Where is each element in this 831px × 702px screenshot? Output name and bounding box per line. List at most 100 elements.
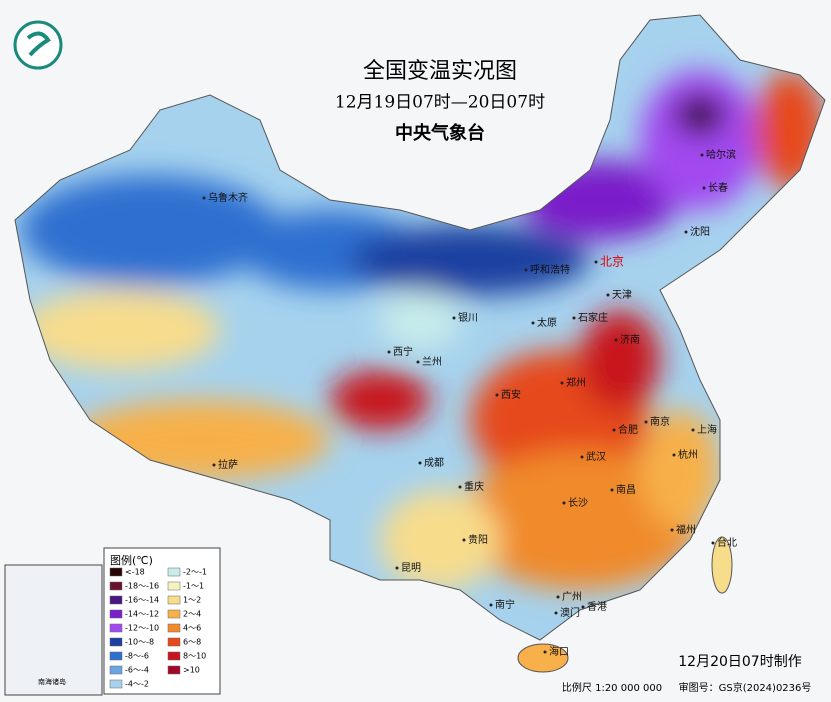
city-dot <box>594 260 598 264</box>
city-label: 银川 <box>458 311 478 324</box>
legend-label: 1～2 <box>183 596 201 605</box>
city-dot <box>395 566 399 570</box>
city-label: 澳门 <box>560 606 580 619</box>
legend-label: -12～-10 <box>125 624 159 633</box>
made-time: 12月20日07时制作 <box>678 654 801 670</box>
legend-swatch <box>167 595 181 605</box>
legend-label: -10～-8 <box>125 638 154 647</box>
legend-label: -6～-4 <box>125 666 149 675</box>
legend-label: 6～8 <box>183 638 201 647</box>
city-label: 福州 <box>676 523 696 536</box>
city-label: 南宁 <box>495 598 515 611</box>
city-dot <box>452 316 456 320</box>
city-dot <box>610 488 614 492</box>
city-dot <box>581 605 585 609</box>
legend-swatch <box>109 679 123 689</box>
legend-swatch <box>109 637 123 647</box>
legend-label: 2～4 <box>183 610 201 619</box>
legend-swatch <box>109 567 123 577</box>
city-label: 海口 <box>549 645 569 658</box>
city-dot <box>614 338 618 342</box>
city-dot <box>556 595 560 599</box>
city-label: 贵阳 <box>468 533 488 546</box>
city-label: 石家庄 <box>578 311 608 324</box>
city-dot <box>212 463 216 467</box>
city-dot <box>489 603 493 607</box>
city-label: 西宁 <box>393 345 413 358</box>
city-label: 拉萨 <box>218 458 238 471</box>
city-dot <box>387 350 391 354</box>
city-dot <box>562 501 566 505</box>
legend-swatch <box>109 623 123 633</box>
city-dot <box>495 393 499 397</box>
city-dot <box>691 428 695 432</box>
city-dot <box>580 455 584 459</box>
city-label: 北京 <box>600 255 624 269</box>
city-dot <box>202 196 206 200</box>
issuer: 中央气象台 <box>395 122 485 144</box>
legend-label: 8～10 <box>183 652 206 661</box>
city-label: 南京 <box>650 415 670 428</box>
border <box>14 14 826 641</box>
city-label: 杭州 <box>678 448 698 461</box>
city-dot <box>612 428 616 432</box>
city-dot <box>670 528 674 532</box>
city-label: 香港 <box>587 601 607 613</box>
city-dot <box>684 230 688 234</box>
city-label: 南昌 <box>616 483 636 496</box>
legend-swatch <box>109 581 123 591</box>
legend-label: -8～-6 <box>125 652 149 661</box>
legend-swatch <box>167 637 181 647</box>
legend-swatch <box>109 609 123 619</box>
city-dot <box>543 650 547 654</box>
city-dot <box>416 360 420 364</box>
title: 全国变温实况图 <box>363 59 517 84</box>
city-label: 天津 <box>612 289 632 301</box>
inset <box>4 564 103 696</box>
city-dot <box>711 541 715 545</box>
city-dot <box>672 453 676 457</box>
city-label: 合肥 <box>618 423 638 436</box>
city-dot <box>644 420 648 424</box>
city-label: 成都 <box>424 457 444 469</box>
city-label: 郑州 <box>566 376 586 389</box>
city-dot <box>462 538 466 542</box>
logo-mark <box>26 31 51 57</box>
inset-caption: 南海诸岛 <box>38 677 66 686</box>
city-dot <box>554 611 558 615</box>
city-label: 沈阳 <box>690 225 710 238</box>
city-dot <box>531 321 535 325</box>
taiwan <box>711 536 733 594</box>
city-label: 武汉 <box>586 450 606 463</box>
legend-box <box>103 547 221 695</box>
legend-swatch <box>109 665 123 675</box>
legend-label: -4～-2 <box>125 680 149 689</box>
city-dot <box>458 485 462 489</box>
legend-label: -18～-16 <box>125 582 159 591</box>
city-label: 哈尔滨 <box>706 148 736 161</box>
legend-swatch <box>167 651 181 661</box>
city-dot <box>560 381 564 385</box>
legend-label: -16～-14 <box>125 596 159 605</box>
city-label: 长沙 <box>568 497 588 509</box>
city-label: 上海 <box>697 423 717 436</box>
legend-label: >10 <box>183 666 200 675</box>
legend-label: <-18 <box>125 568 145 577</box>
legend-swatch <box>167 665 181 675</box>
legend-label: -2～-1 <box>183 568 207 577</box>
hainan <box>517 643 569 673</box>
scale: 比例尺 1:20 000 000 <box>562 681 662 694</box>
legend-swatch <box>167 623 181 633</box>
subtitle: 12月19日07时—20日07时 <box>335 93 545 113</box>
city-label: 广州 <box>562 591 582 603</box>
city-label: 乌鲁木齐 <box>208 191 248 204</box>
legend-label: -14～-12 <box>125 610 159 619</box>
city-label: 长春 <box>708 182 728 194</box>
legend-swatch <box>167 581 181 591</box>
legend-swatch <box>167 567 181 577</box>
legend-label: 4～6 <box>183 624 201 633</box>
city-dot <box>418 461 422 465</box>
legend-title: 图例(℃) <box>110 553 153 567</box>
city-label: 昆明 <box>401 562 421 574</box>
